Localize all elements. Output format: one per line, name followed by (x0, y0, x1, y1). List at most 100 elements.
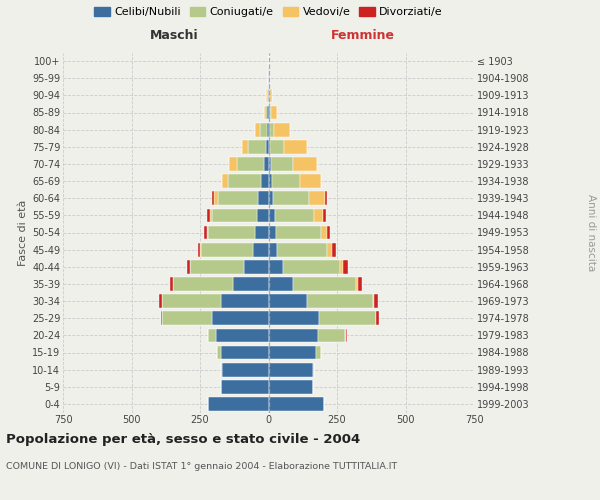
Bar (170, 277, 173, 291)
Bar (221, 380, 269, 394)
Bar (201, 243, 253, 256)
Bar (376, 312, 379, 325)
Text: Anni di nascita: Anni di nascita (586, 194, 596, 271)
Bar (221, 294, 269, 308)
Bar (221, 346, 269, 360)
Bar (256, 123, 260, 136)
Bar (163, 312, 212, 325)
Bar (248, 140, 266, 153)
Bar (264, 106, 265, 120)
Bar (197, 243, 200, 256)
Bar (229, 157, 237, 171)
Bar (374, 294, 379, 308)
Bar (269, 192, 274, 205)
Bar (260, 123, 267, 136)
Bar (237, 157, 263, 171)
Bar (269, 174, 272, 188)
Bar (256, 226, 269, 239)
Legend: Celibi/Nubili, Coniugati/e, Vedovi/e, Divorziati/e: Celibi/Nubili, Coniugati/e, Vedovi/e, Di… (89, 2, 448, 22)
Bar (233, 277, 269, 291)
Bar (332, 243, 336, 256)
Bar (269, 328, 319, 342)
Bar (328, 243, 332, 256)
Bar (269, 208, 275, 222)
Bar (223, 174, 229, 188)
Bar (258, 192, 269, 205)
Bar (308, 192, 325, 205)
Bar (267, 88, 268, 102)
Bar (200, 243, 201, 256)
Bar (190, 260, 244, 274)
Bar (340, 260, 343, 274)
Bar (269, 260, 283, 274)
Bar (173, 277, 233, 291)
Bar (269, 243, 277, 256)
Bar (268, 106, 269, 120)
Bar (274, 192, 308, 205)
Bar (293, 157, 317, 171)
Bar (271, 106, 277, 120)
Bar (269, 140, 284, 153)
Text: Maschi: Maschi (149, 28, 198, 42)
Bar (269, 226, 276, 239)
Bar (158, 294, 162, 308)
Bar (293, 277, 356, 291)
Bar (187, 260, 190, 274)
Bar (269, 346, 316, 360)
Bar (270, 88, 272, 102)
Bar (343, 260, 348, 274)
Bar (269, 277, 293, 291)
Bar (269, 380, 313, 394)
Bar (223, 363, 269, 376)
Bar (319, 312, 376, 325)
Bar (356, 277, 358, 291)
Bar (261, 174, 269, 188)
Bar (257, 208, 269, 222)
Bar (161, 312, 162, 325)
Bar (314, 208, 323, 222)
Bar (277, 243, 328, 256)
Text: COMUNE DI LONIGO (VI) - Dati ISTAT 1° gennaio 2004 - Elaborazione TUTTITALIA.IT: COMUNE DI LONIGO (VI) - Dati ISTAT 1° ge… (6, 462, 397, 471)
Bar (267, 123, 269, 136)
Bar (319, 328, 345, 342)
Text: Femmine: Femmine (331, 28, 395, 42)
Bar (275, 208, 314, 222)
Bar (272, 174, 300, 188)
Y-axis label: Fasce di età: Fasce di età (17, 200, 28, 266)
Bar (269, 397, 324, 411)
Bar (323, 208, 326, 222)
Bar (346, 328, 347, 342)
Bar (244, 260, 269, 274)
Bar (269, 88, 270, 102)
Bar (242, 140, 248, 153)
Bar (229, 174, 261, 188)
Bar (307, 294, 373, 308)
Bar (208, 328, 216, 342)
Text: Popolazione per età, sesso e stato civile - 2004: Popolazione per età, sesso e stato civil… (6, 432, 360, 446)
Bar (300, 174, 321, 188)
Bar (221, 363, 223, 376)
Bar (208, 226, 256, 239)
Bar (325, 192, 327, 205)
Bar (276, 226, 320, 239)
Bar (269, 123, 274, 136)
Bar (269, 106, 271, 120)
Bar (207, 226, 208, 239)
Bar (373, 294, 374, 308)
Bar (274, 123, 290, 136)
Bar (327, 226, 331, 239)
Bar (313, 363, 314, 376)
Bar (265, 106, 268, 120)
Bar (269, 363, 313, 376)
Bar (266, 88, 267, 102)
Bar (212, 208, 257, 222)
Bar (269, 312, 319, 325)
Bar (320, 226, 327, 239)
Bar (216, 328, 269, 342)
Bar (358, 277, 362, 291)
Bar (266, 140, 269, 153)
Bar (316, 346, 320, 360)
Bar (208, 397, 269, 411)
Bar (263, 157, 269, 171)
Bar (269, 157, 271, 171)
